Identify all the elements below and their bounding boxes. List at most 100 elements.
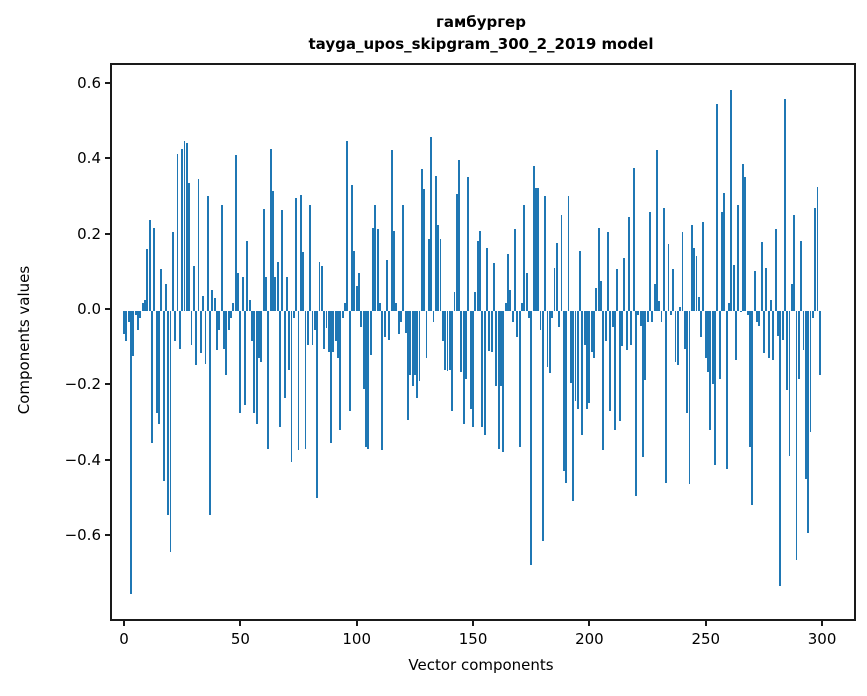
chart-title-word: гамбургер [436,13,526,31]
bar-component-187 [558,310,561,328]
bar-component-189 [562,310,565,471]
bar-component-44 [225,310,228,375]
bar-component-240 [681,232,684,311]
bar-component-11 [148,220,151,311]
bar-component-161 [497,310,500,449]
bar-component-267 [744,177,747,311]
bar-component-258 [723,192,726,311]
bar-component-27 [185,143,188,311]
bar-component-157 [488,310,491,352]
bar-component-213 [618,310,621,422]
bar-component-21 [171,231,174,311]
bar-component-96 [346,141,349,311]
bar-component-293 [804,310,807,480]
bar-component-67 [278,310,281,427]
bar-component-266 [742,163,744,311]
bar-component-243 [688,310,691,485]
bar-component-158 [490,310,493,353]
bar-component-160 [495,310,498,387]
bar-component-95 [344,303,347,311]
bar-component-282 [779,310,782,587]
bar-component-271 [753,271,756,311]
bar-component-59 [260,310,263,362]
bar-component-227 [651,310,654,323]
bar-component-151 [474,292,477,311]
x-tick-label-50: 50 [230,630,250,648]
bar-component-81 [311,310,314,345]
bar-component-211 [614,310,616,431]
bar-component-108 [374,205,377,311]
bar-component-252 [709,310,712,431]
bar-component-277 [767,310,770,359]
bar-component-248 [700,310,703,338]
bar-component-254 [714,310,717,466]
bar-component-216 [625,310,628,350]
bar-component-285 [786,310,789,391]
bar-component-284 [783,98,786,311]
x-tick-mark-250 [704,621,707,626]
bar-component-32 [197,178,200,311]
bar-component-43 [223,310,225,349]
bar-component-196 [579,250,582,311]
bar-component-121 [404,310,407,333]
bar-component-206 [602,310,605,451]
bar-component-141 [451,310,454,412]
bar-component-75 [297,310,300,451]
bar-component-232 [662,208,665,311]
bar-component-12 [150,310,153,443]
bar-component-207 [604,310,607,342]
bar-component-52 [244,310,246,406]
bar-component-237 [674,310,677,362]
y-tick-mark-−0.4 [105,458,110,461]
bar-component-17 [162,310,165,481]
x-tick-label-150: 150 [458,630,488,648]
bar-component-78 [304,310,307,449]
y-tick-mark-0.0 [105,307,110,310]
bar-component-260 [728,303,730,311]
y-tick-mark-−0.6 [105,534,110,537]
bar-component-223 [641,310,644,458]
bar-component-106 [369,310,372,355]
bar-component-9 [144,299,146,311]
bar-component-34 [202,295,205,311]
bar-component-274 [760,242,763,311]
bar-component-36 [206,196,209,311]
bar-component-63 [269,148,272,311]
bar-component-175 [530,310,533,566]
bar-component-199 [586,310,589,409]
bar-component-28 [188,182,191,311]
bar-component-86 [323,310,326,349]
bar-component-255 [716,104,719,311]
bar-component-176 [532,165,535,311]
bar-component-125 [413,310,416,375]
bar-component-46 [230,310,232,319]
bar-component-159 [493,262,495,311]
bar-component-60 [262,209,265,311]
bar-component-18 [164,284,167,311]
bar-component-169 [516,310,519,338]
bar-component-299 [818,310,821,375]
x-tick-label-300: 300 [807,630,837,648]
bar-component-204 [597,227,600,311]
bar-component-226 [648,211,651,311]
bar-component-5 [134,310,137,315]
bar-component-2 [127,310,130,323]
bar-component-116 [392,230,395,311]
x-tick-mark-200 [588,621,591,626]
bar-component-289 [795,310,798,560]
bar-component-93 [339,310,342,431]
bar-component-244 [690,225,693,311]
bar-component-294 [807,310,810,534]
bar-component-186 [555,243,558,311]
bar-component-188 [560,215,563,311]
bar-component-247 [697,296,700,311]
bar-component-231 [660,310,663,323]
bar-component-89 [330,310,333,443]
bar-component-84 [318,261,321,311]
bar-component-241 [683,310,686,349]
bar-component-42 [220,204,223,311]
bar-component-40 [216,310,219,350]
bar-component-20 [169,310,172,553]
bar-component-224 [644,310,647,381]
bar-component-210 [611,310,614,328]
